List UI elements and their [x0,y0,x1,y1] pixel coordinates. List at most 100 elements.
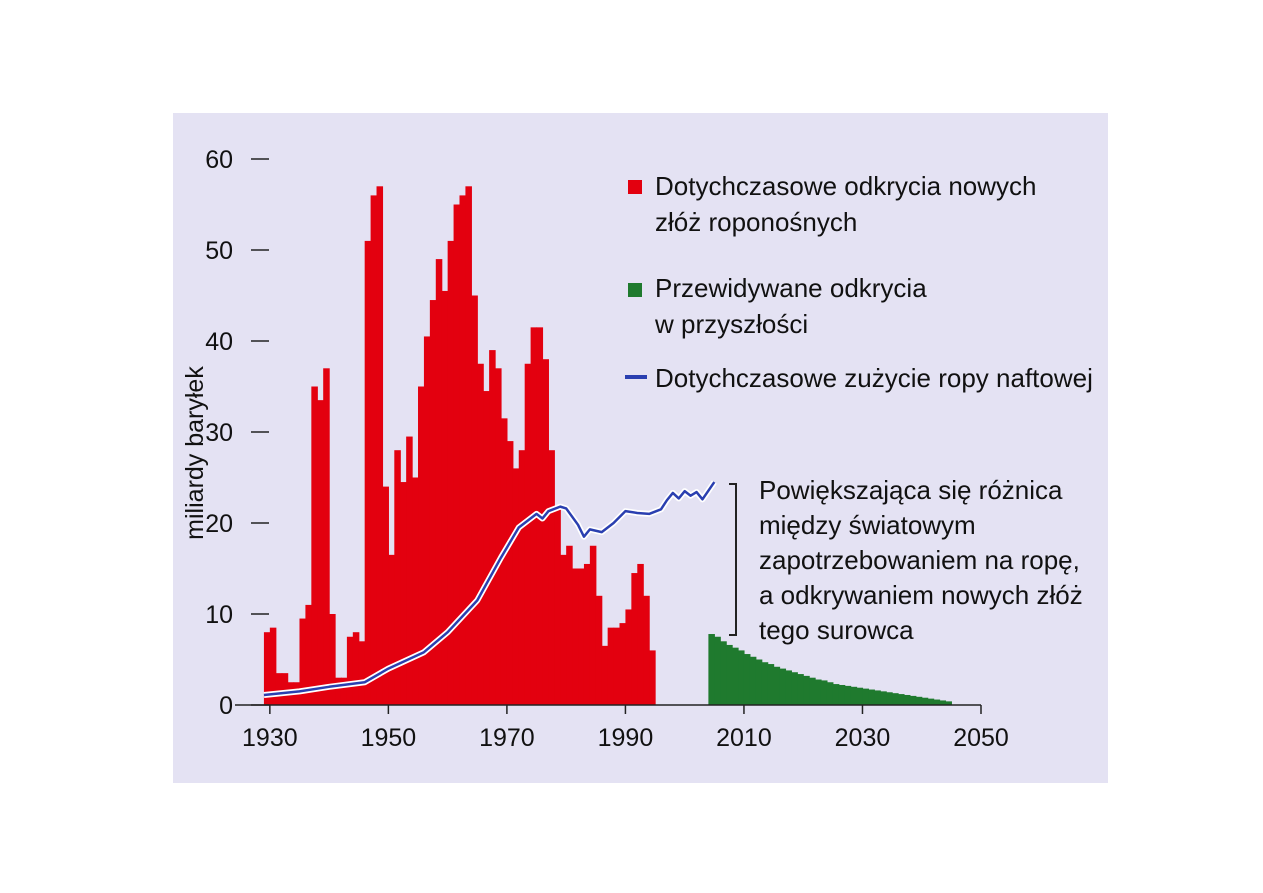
discovery-bar-1964 [471,295,478,705]
annotation-line-3: zapotrzebowaniem na ropę, [759,545,1080,575]
discovery-bar-1971 [512,468,520,705]
discovery-bar-1943 [346,636,354,705]
predicted-bar-2021 [809,677,816,705]
predicted-bar-2025 [832,684,840,705]
discovery-bar-1954 [412,477,419,705]
discovery-bar-1986 [601,645,609,705]
discovery-bar-1978 [554,509,561,705]
discovery-bar-1989 [619,623,627,705]
x-tick-label-1950: 1950 [361,724,417,752]
legend-label-predicted-line1: Przewidywane odkrycia [655,273,927,303]
discovery-bar-1985 [595,595,603,705]
discovery-bar-1957 [429,300,437,705]
predicted-bars [708,634,952,705]
discovery-bar-1984 [589,545,597,705]
legend-label-predicted-line2: w przyszłości [654,309,808,339]
discovery-bar-1941 [335,677,342,705]
consumption-line [263,481,716,697]
predicted-bar-2024 [826,682,834,705]
y-axis-label: miliardy baryłek [181,366,209,540]
predicted-bar-2029 [856,687,864,705]
discovery-bar-1948 [376,186,384,706]
predicted-bar-2016 [779,668,787,705]
predicted-bar-2042 [933,699,941,705]
legend: Dotychczasowe odkrycia nowych złóż ropon… [625,171,1093,393]
discovery-bar-1952 [400,482,407,705]
predicted-bar-2032 [874,690,881,705]
discovery-bar-1973 [524,363,532,705]
x-tick-label-2030: 2030 [835,724,891,752]
discovery-bars [263,186,656,706]
y-tick-label-40: 40 [205,328,233,356]
discovery-bar-1958 [435,259,443,705]
discovery-bar-1960 [447,240,455,705]
discovery-bar-1990 [625,609,632,705]
predicted-bar-2043 [939,700,947,705]
x-tick-label-1990: 1990 [598,724,654,752]
discovery-bar-1959 [441,290,449,705]
discovery-bar-1980 [566,545,573,705]
predicted-bar-2028 [850,686,858,705]
y-tick-label-0: 0 [219,692,233,720]
gap-annotation: Powiększająca się różnica między światow… [729,475,1083,645]
predicted-bar-2036 [898,694,905,705]
discovery-bar-1965 [477,363,484,705]
consumption-line-group [263,480,717,698]
x-tick-label-2010: 2010 [716,724,772,752]
discovery-bar-1936 [305,604,312,705]
discovery-bar-1949 [382,486,389,705]
discovery-bar-1993 [643,595,650,705]
discovery-bar-1987 [607,627,615,705]
x-tick-label-1930: 1930 [242,724,298,752]
chart-panel: 0 10 20 30 40 50 60 1930 1950 1970 1990 2010 2030 205… [173,113,1108,783]
discovery-bar-1972 [518,450,526,705]
discovery-bar-1944 [352,632,360,705]
annotation-line-2: między światowym [759,510,976,540]
predicted-bar-2019 [797,674,804,705]
predicted-bar-2013 [761,662,769,705]
discovery-bar-1979 [560,554,567,705]
predicted-bar-2007 [726,644,733,705]
discovery-bar-1961 [453,204,461,705]
discovery-bar-1932 [281,673,289,705]
discovery-bar-1951 [394,450,401,705]
y-tick-label-20: 20 [205,510,233,538]
annotation-line-4: a odkrywaniem nowych złóż [759,580,1083,610]
predicted-bar-2037 [903,694,911,705]
discovery-bar-1935 [299,618,307,705]
discovery-bar-1939 [323,368,330,705]
predicted-bar-2044 [945,701,952,705]
discovery-bar-1931 [275,673,283,705]
discovery-bar-1963 [465,186,472,706]
discovery-bar-1976 [542,359,549,705]
discovery-bar-1982 [578,568,585,705]
discovery-bar-1938 [317,400,324,705]
predicted-bar-2015 [773,666,781,705]
legend-swatch-discoveries [628,180,642,194]
discovery-bar-1929 [263,632,271,705]
discovery-bar-1956 [423,336,431,705]
discovery-bar-1937 [311,386,318,705]
discovery-bar-1967 [489,350,496,705]
discovery-bar-1992 [637,563,644,705]
legend-label-discoveries-line2: złóż roponośnych [655,207,857,237]
discovery-bar-1968 [495,368,502,705]
discovery-bar-1966 [483,391,490,705]
discovery-bar-1953 [406,436,413,705]
discovery-bar-1969 [500,418,508,705]
discovery-bar-1970 [506,441,514,705]
discovery-bar-1955 [418,386,425,705]
y-tick-label-30: 30 [205,419,233,447]
y-tick-label-60: 60 [205,146,233,174]
discovery-bar-1945 [358,641,366,705]
discovery-bar-1942 [340,677,348,705]
predicted-bar-2039 [915,696,923,705]
predicted-bar-2018 [791,672,798,705]
discovery-bar-1962 [459,195,467,705]
predicted-bar-2014 [767,664,775,705]
predicted-bar-2005 [714,636,721,705]
predicted-bar-2040 [921,697,929,705]
discovery-bar-1988 [613,627,621,705]
